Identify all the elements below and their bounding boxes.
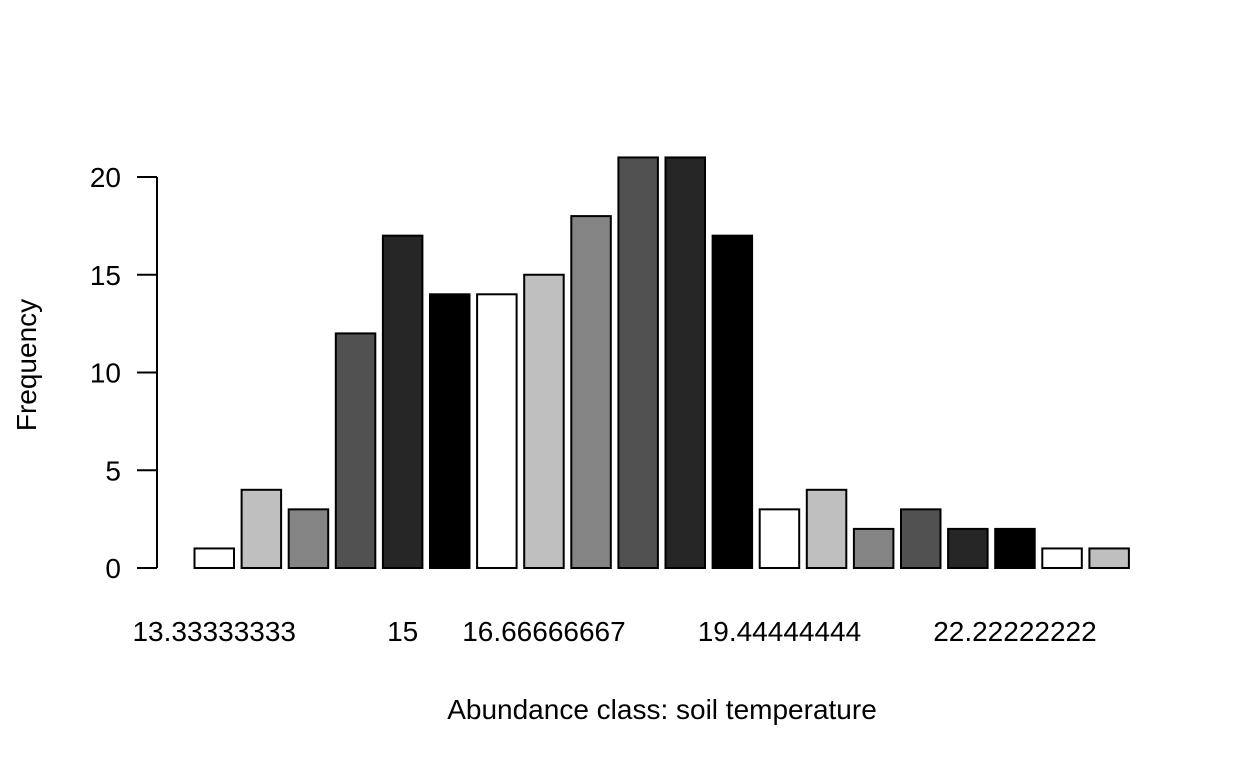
x-axis-title: Abundance class: soil temperature xyxy=(447,694,877,725)
bar xyxy=(711,234,754,569)
bar xyxy=(947,527,989,570)
bar xyxy=(570,215,612,569)
bar xyxy=(240,488,283,569)
bar xyxy=(193,547,235,570)
x-tick-label: 15 xyxy=(387,616,418,647)
bar xyxy=(617,156,659,569)
bar xyxy=(1088,547,1130,570)
y-tick-label: 0 xyxy=(105,553,121,584)
x-tick-label: 13.33333333 xyxy=(132,616,296,647)
bar xyxy=(805,488,848,569)
y-tick-label: 10 xyxy=(90,358,121,389)
x-axis-labels: 13.33333333 15 16.66666667 19.44444444 22.22… xyxy=(132,616,1096,647)
y-axis: 0 5 10 15 20 xyxy=(90,162,158,584)
bar xyxy=(994,527,1036,570)
bar xyxy=(852,527,895,570)
x-tick-label: 22.22222222 xyxy=(933,616,1097,647)
y-tick-label: 15 xyxy=(90,260,121,291)
x-tick-label: 19.44444444 xyxy=(698,616,862,647)
y-tick-label: 5 xyxy=(105,455,121,486)
bar xyxy=(664,156,706,569)
x-tick-label: 16.66666667 xyxy=(462,616,626,647)
bar xyxy=(758,508,801,570)
bar xyxy=(287,508,330,570)
bars xyxy=(193,156,1130,570)
bar xyxy=(429,293,471,569)
bar xyxy=(334,332,377,569)
y-axis-title: Frequency xyxy=(11,299,42,431)
bar xyxy=(476,293,518,569)
y-tick-label: 20 xyxy=(90,162,121,193)
bar xyxy=(381,234,424,569)
bar xyxy=(1041,547,1083,570)
bar xyxy=(523,273,565,569)
bar xyxy=(900,508,942,570)
